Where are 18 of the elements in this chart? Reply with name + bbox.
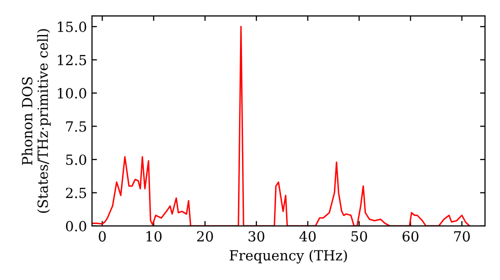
- y-tick-label: 0.0: [66, 220, 86, 232]
- x-axis-title: Frequency (THz): [230, 250, 347, 264]
- x-tick-label: 40: [299, 231, 316, 242]
- y-axis-title: Phonon DOS (States/THz·primitive cell): [22, 29, 51, 213]
- y-tick-label: 12.5: [58, 54, 86, 66]
- y-tick-label: 2.5: [66, 188, 86, 198]
- y-tick-label: 10.0: [58, 88, 86, 99]
- x-tick-label: 60: [402, 231, 418, 242]
- x-tick-label: 10: [146, 231, 162, 242]
- x-tick-label: 50: [351, 231, 368, 242]
- y-tick-label: 15.0: [58, 22, 86, 32]
- x-tick-label: 0: [98, 231, 106, 242]
- y-tick-label: 7.5: [66, 121, 86, 132]
- line-series: [92, 26, 470, 226]
- x-tick-label: 70: [454, 231, 470, 242]
- x-tick-label: 20: [197, 231, 213, 242]
- x-tick-label: 30: [248, 231, 264, 242]
- y-tick-label: 5.0: [66, 154, 86, 165]
